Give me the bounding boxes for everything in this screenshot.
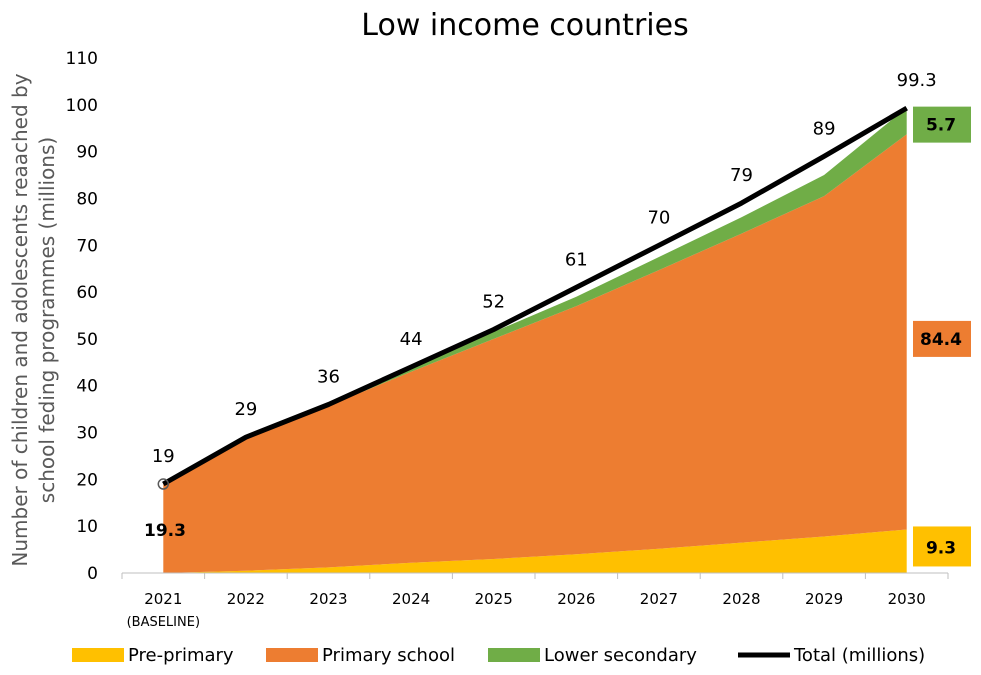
total-value-label: 99.3 xyxy=(897,70,937,91)
total-value-label: 61 xyxy=(565,249,588,270)
x-tick-label: 2029 xyxy=(805,590,843,608)
label-box-lower-secondary xyxy=(913,106,971,143)
label-primary-2021: 19.3 xyxy=(144,521,186,541)
marks-group: 19 29 36 44 52 61 70 79 89 99.3 5.7 84.4 9.3 19.3 xyxy=(144,70,971,567)
chart-title: Low income countries xyxy=(361,8,688,43)
total-line xyxy=(162,105,908,487)
label-lower-secondary-2030: 5.7 xyxy=(926,116,956,136)
legend: Pre-primary Primary school Lower secondary… xyxy=(72,645,925,666)
x-tick-label: 2028 xyxy=(722,590,760,608)
y-tick-label: 110 xyxy=(66,49,98,69)
x-tick-label: 2024 xyxy=(392,590,430,608)
y-tick-label: 0 xyxy=(87,564,98,584)
label-box-primary xyxy=(913,320,971,357)
x-tick-label: 2030 xyxy=(888,590,926,608)
y-axis-label-line-2: school feding programmes (millions) xyxy=(35,137,59,503)
total-value-label: 19 xyxy=(152,446,175,467)
legend-swatch-primary-school xyxy=(266,648,318,662)
legend-label-total-millions-: Total (millions) xyxy=(793,645,925,666)
y-tick-label: 40 xyxy=(76,377,98,397)
total-value-label: 79 xyxy=(730,165,753,186)
legend-label-lower-secondary: Lower secondary xyxy=(544,645,697,666)
y-tick-label: 90 xyxy=(76,143,98,163)
legend-label-primary-school: Primary school xyxy=(322,645,455,666)
x-tick-label: 2022 xyxy=(227,590,265,608)
x-tick-label: 2025 xyxy=(475,590,513,608)
x-tick-label: 2027 xyxy=(640,590,678,608)
total-value-label: 36 xyxy=(317,366,340,387)
y-tick-label: 80 xyxy=(76,189,98,209)
areas-group xyxy=(163,107,907,574)
total-point-marker xyxy=(157,478,170,490)
y-tick-label: 30 xyxy=(76,424,98,444)
y-tick-label: 100 xyxy=(66,96,98,116)
x-tick-label: 2023 xyxy=(309,590,347,608)
label-primary-2030: 84.4 xyxy=(920,330,962,350)
y-tick-label: 50 xyxy=(76,330,98,350)
x-tick-label: 2021 xyxy=(144,590,182,608)
legend-swatch-pre-primary xyxy=(72,648,124,662)
y-tick-label: 70 xyxy=(76,236,98,256)
total-value-label: 89 xyxy=(813,118,836,139)
axes-group: 01020304050607080901001102021(BASELINE)2… xyxy=(66,49,949,630)
total-value-label: 44 xyxy=(400,329,423,350)
total-value-label: 29 xyxy=(234,399,257,420)
y-tick-label: 60 xyxy=(76,283,98,303)
legend-swatch-lower-secondary xyxy=(488,648,540,662)
y-axis-label-line-1: Number of children and adolescents reaac… xyxy=(8,73,32,566)
y-tick-label: 10 xyxy=(76,517,98,537)
total-value-label: 70 xyxy=(647,207,670,228)
x-tick-sublabel: (BASELINE) xyxy=(127,615,200,630)
legend-label-pre-primary: Pre-primary xyxy=(128,645,234,666)
y-tick-label: 20 xyxy=(76,470,98,490)
label-pre-primary-2030: 9.3 xyxy=(926,538,956,558)
area-primary-school xyxy=(163,134,907,574)
y-axis-label-group: Number of children and adolescents reaac… xyxy=(8,73,59,566)
x-tick-label: 2026 xyxy=(557,590,595,608)
area-pre-primary xyxy=(163,529,907,573)
label-box-pre-primary xyxy=(913,526,971,567)
total-value-label: 52 xyxy=(482,292,505,313)
